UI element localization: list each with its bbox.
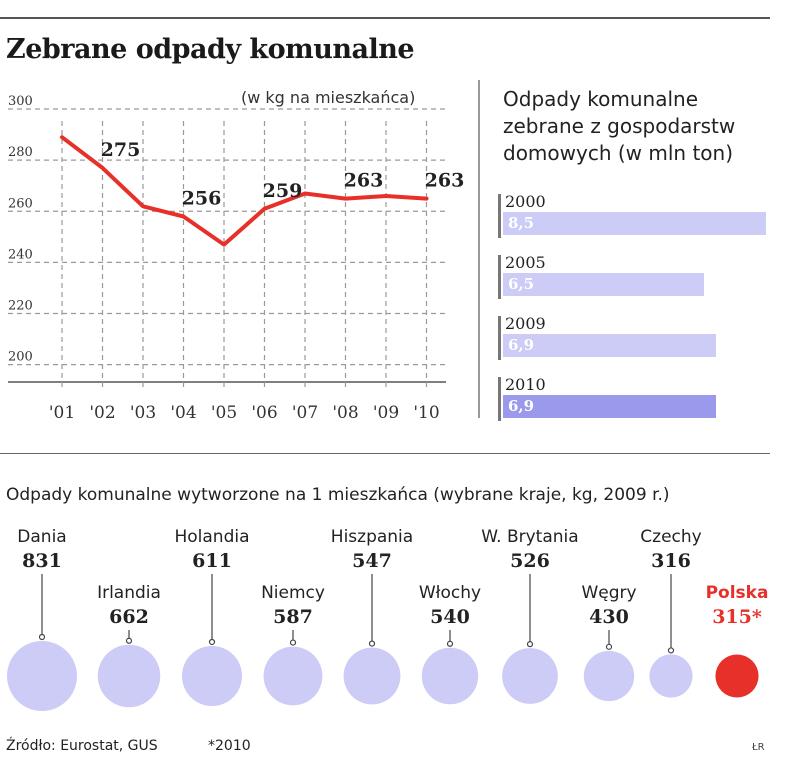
- bubble: [263, 646, 323, 706]
- y-tick-label: 220: [8, 299, 33, 314]
- bubble-value-label: 315*: [712, 606, 762, 628]
- bubble-value-label: 611: [192, 550, 232, 572]
- x-tick-label: '09: [373, 403, 399, 423]
- bar-chart-title-line: domowych (w mln ton): [503, 141, 734, 165]
- y-tick-label: 260: [8, 196, 33, 211]
- x-tick-label: '05: [211, 403, 237, 423]
- bubble-leader-dot: [368, 640, 376, 647]
- bubble-leader-dot: [125, 637, 133, 644]
- bar-category-label: 2010: [505, 375, 546, 394]
- bar: [503, 273, 705, 296]
- bubble-leader-dot: [446, 640, 454, 647]
- bubble-value-label: 430: [589, 606, 629, 628]
- bar-chart-title-line: zebrane z gospodarstw: [503, 114, 736, 138]
- bubble-leader-dot: [667, 647, 675, 654]
- bubble-country-label: Czechy: [640, 527, 701, 547]
- bubble: [502, 648, 558, 704]
- x-tick-label: '02: [89, 403, 115, 423]
- bubble-country-label: Niemcy: [261, 583, 325, 603]
- bar-panel-divider: [478, 80, 480, 418]
- bubble-leader-dot: [605, 643, 613, 650]
- data-label: 275: [101, 139, 141, 161]
- bubble-value-label: 662: [109, 606, 149, 628]
- bubble-chart: Dania 831 Irlandia 662 Holandia 611 Niemcy 587 H…: [7, 527, 769, 711]
- y-tick-label: 200: [8, 350, 33, 365]
- bar-axis-tick: [498, 377, 501, 421]
- bar-value-label: 6,5: [508, 275, 535, 293]
- bubble: [421, 647, 479, 705]
- bubble: [97, 644, 161, 708]
- bubble-value-label: 831: [22, 550, 62, 572]
- top-rule: [0, 17, 770, 19]
- bubble-country-label: Irlandia: [97, 583, 161, 603]
- bar-chart-title-line: Odpady komunalne: [503, 87, 699, 111]
- section-rule: [0, 453, 770, 454]
- y-tick-label: 300: [8, 95, 33, 109]
- bubble-value-label: 526: [510, 550, 550, 572]
- author-signature: ŁR: [752, 742, 765, 753]
- line-chart: 300 280 260 240 220 200 '01 '02 '03 '04 '05 '06 '07 '…: [8, 95, 465, 423]
- bubble-country-label: Polska: [706, 583, 769, 603]
- source-note: Źródło: Eurostat, GUS: [6, 738, 158, 754]
- bar-axis-tick: [498, 316, 501, 360]
- bubble-country-label: Włochy: [419, 583, 481, 603]
- x-tick-label: '06: [251, 403, 277, 423]
- bubble: [649, 654, 693, 698]
- bubble-leader-dot: [38, 633, 46, 641]
- bar-category-label: 2009: [505, 314, 546, 333]
- bar: [503, 212, 766, 235]
- line-chart-unit-label: (w kg na mieszkańca): [241, 88, 416, 107]
- bubble-value-label: 316: [651, 550, 691, 572]
- bar-axis-tick: [498, 194, 501, 238]
- bar-chart-title: Odpady komunalne zebrane z gospodarstw d…: [503, 86, 783, 167]
- bubble-leader-dot: [208, 638, 216, 646]
- bubble-country-label: Holandia: [174, 527, 249, 547]
- bubble-value-label: 587: [273, 606, 313, 628]
- bubble: [181, 645, 243, 707]
- bubble-chart-title: Odpady komunalne wytworzone na 1 mieszka…: [6, 485, 670, 505]
- bubble: [715, 654, 759, 698]
- footnote: *2010: [208, 738, 251, 754]
- bar-value-label: 6,9: [508, 397, 535, 415]
- y-tick-label: 280: [8, 145, 33, 160]
- bar: [503, 334, 717, 357]
- data-label: 259: [263, 180, 303, 202]
- bar-category-label: 2005: [505, 253, 546, 272]
- bubble: [343, 647, 401, 705]
- x-tick-label: '07: [292, 403, 318, 423]
- data-label: 263: [425, 170, 465, 192]
- bubble-country-label: Węgry: [581, 583, 636, 603]
- bar-value-label: 8,5: [508, 214, 535, 232]
- bubble-country-label: Hiszpania: [331, 527, 413, 547]
- page-title: Zebrane odpady komunalne: [6, 34, 415, 65]
- data-label: 256: [182, 187, 222, 209]
- bubble: [7, 641, 77, 711]
- data-label: 263: [344, 170, 384, 192]
- x-tick-label: '01: [49, 403, 75, 423]
- bar: [503, 395, 717, 418]
- bubble-leader-dot: [526, 641, 534, 648]
- bar-category-label: 2000: [505, 192, 546, 211]
- x-tick-label: '04: [170, 403, 196, 423]
- y-tick-label: 240: [8, 247, 33, 262]
- bubble-country-label: Dania: [17, 527, 66, 547]
- x-tick-label: '10: [413, 403, 439, 423]
- bubble-value-label: 540: [430, 606, 470, 628]
- x-tick-label: '03: [130, 403, 156, 423]
- bubble-country-label: W. Brytania: [481, 527, 578, 547]
- bubble-leader-dot: [289, 639, 297, 646]
- bubble: [583, 650, 635, 702]
- bar-axis-tick: [498, 255, 501, 299]
- x-tick-label: '08: [332, 403, 358, 423]
- bar-value-label: 6,9: [508, 336, 535, 354]
- line-series: [60, 135, 429, 247]
- bubble-value-label: 547: [352, 550, 392, 572]
